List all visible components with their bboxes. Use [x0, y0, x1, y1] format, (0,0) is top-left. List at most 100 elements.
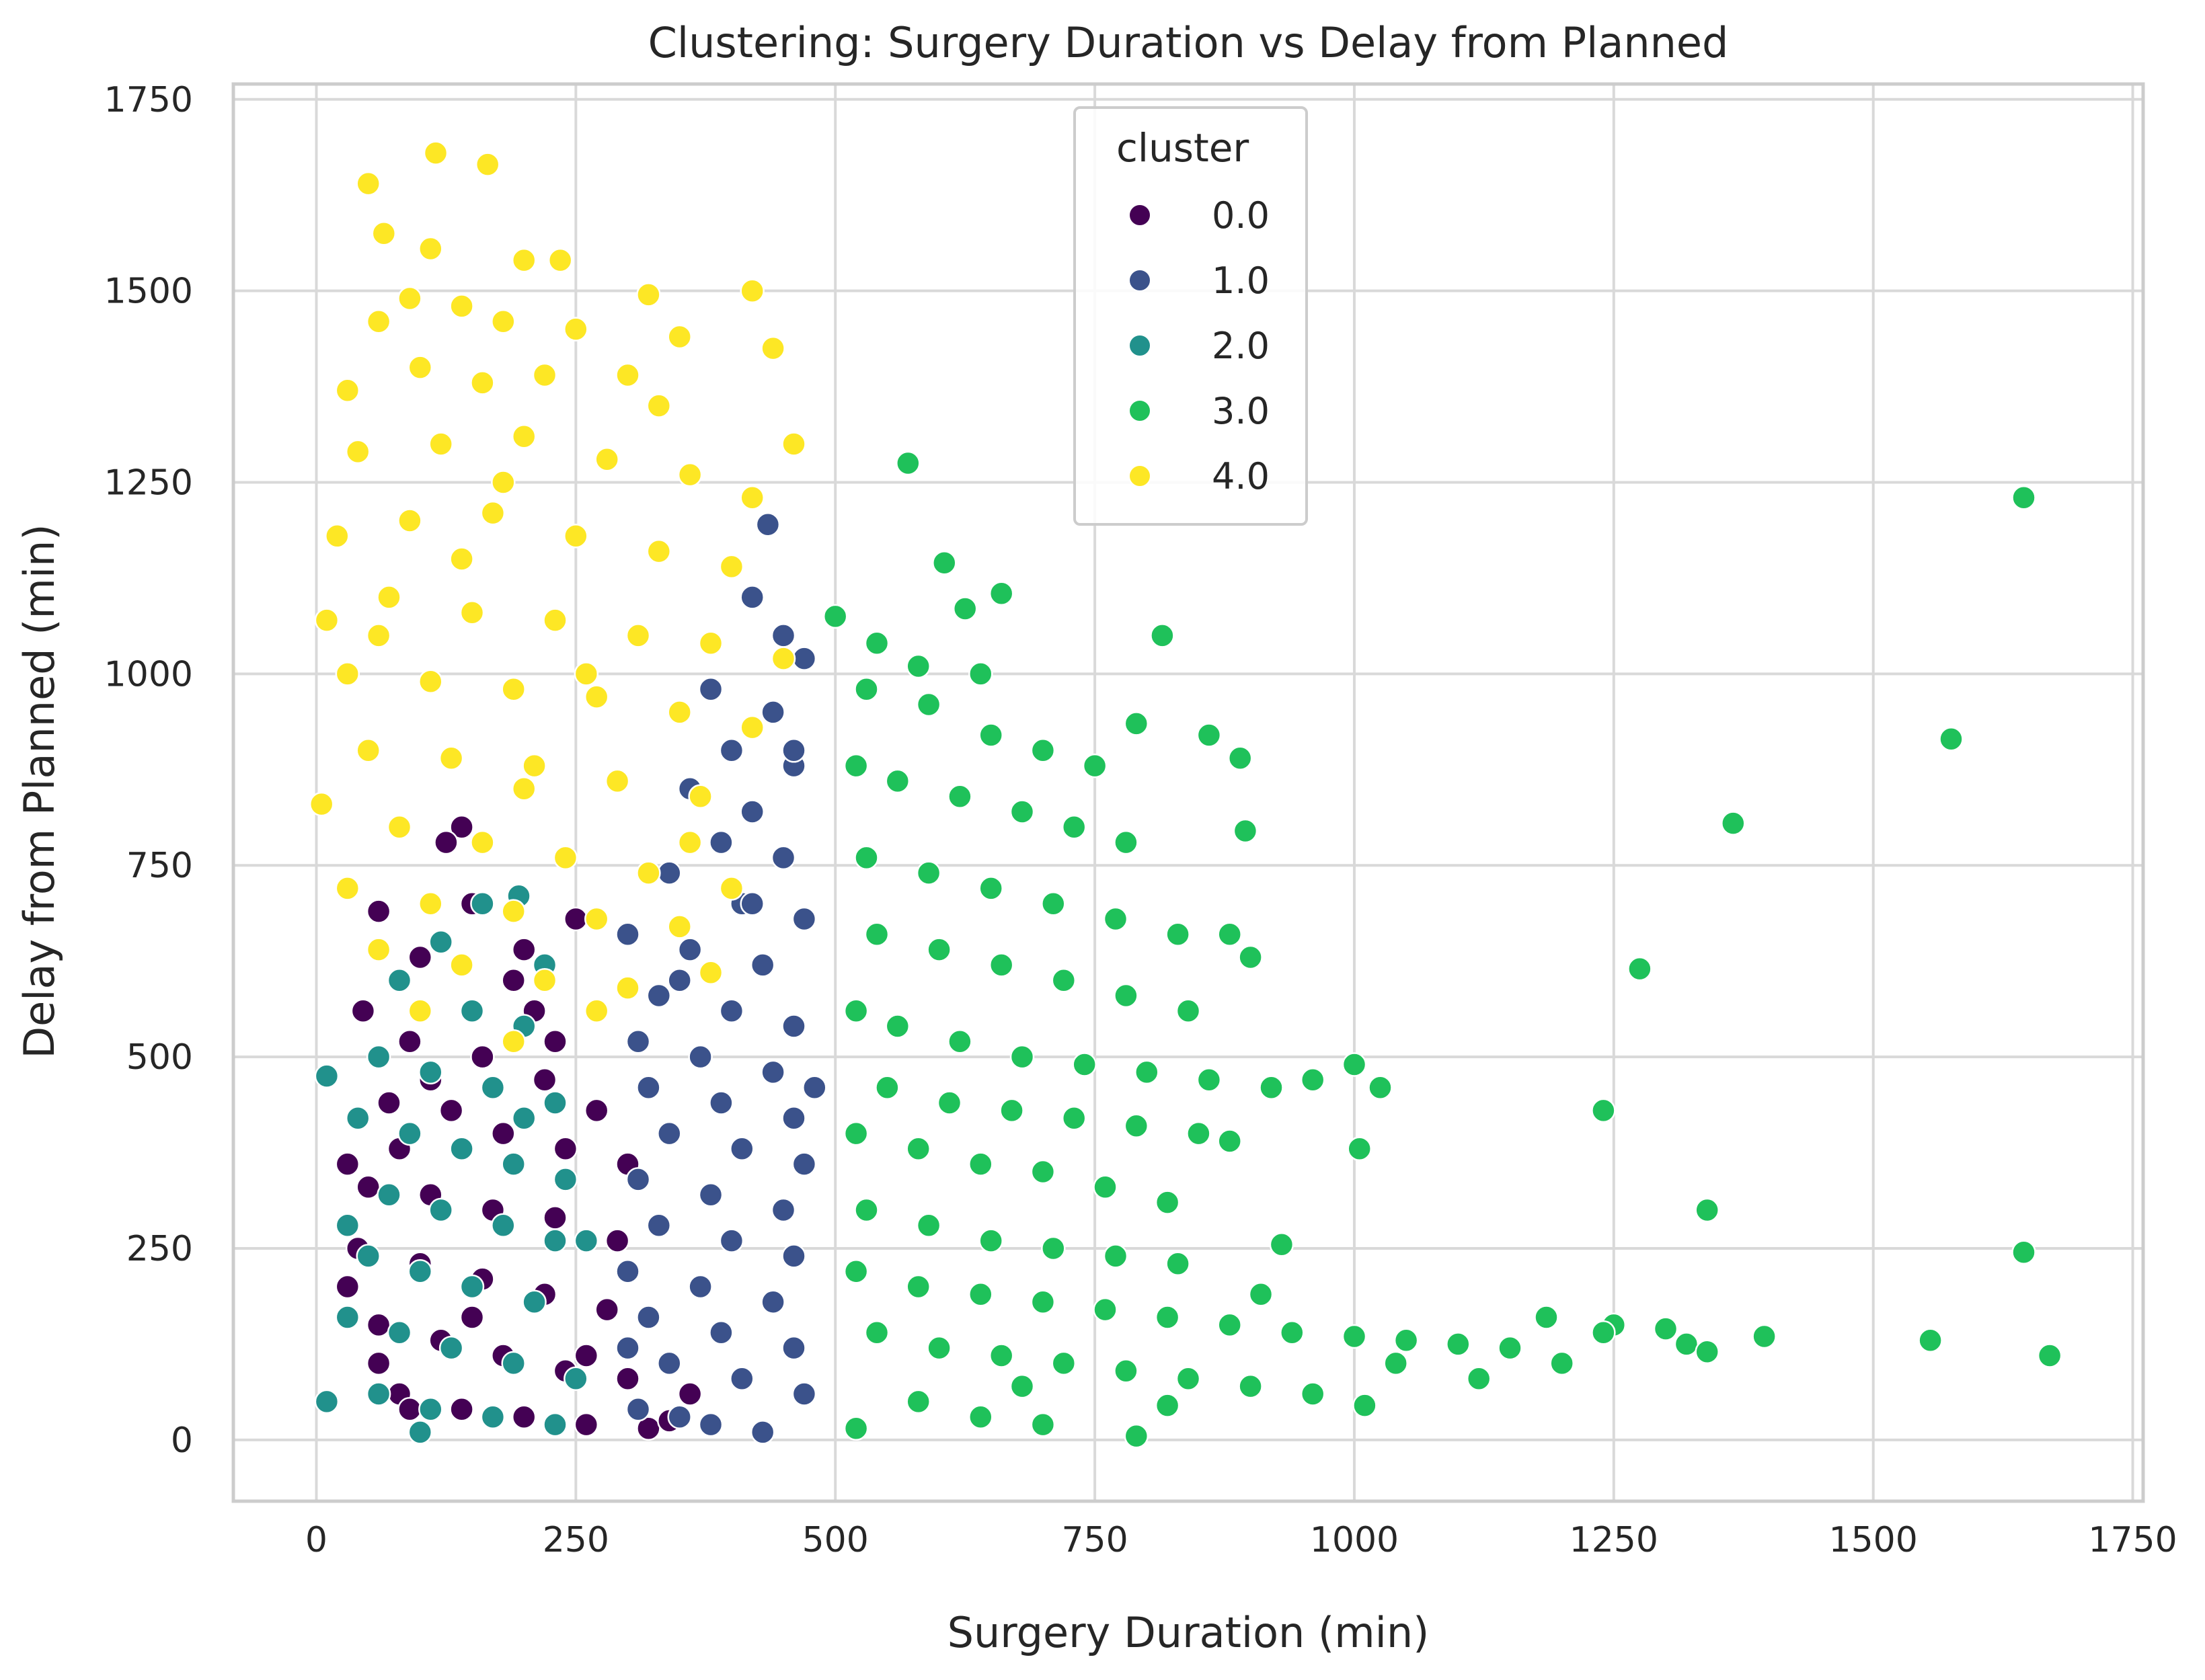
data-point-cluster-3-0	[843, 1258, 869, 1284]
data-point-cluster-1-0	[730, 1136, 755, 1162]
data-point-cluster-3-0	[2011, 485, 2036, 510]
data-point-cluster-0-0	[434, 830, 459, 855]
data-point-cluster-4-0	[771, 646, 796, 671]
data-point-cluster-4-0	[325, 524, 350, 549]
data-point-cluster-3-0	[989, 581, 1014, 606]
data-point-cluster-2-0	[366, 1382, 391, 1406]
data-point-cluster-2-0	[356, 1244, 381, 1269]
data-point-cluster-4-0	[740, 278, 765, 303]
data-point-cluster-1-0	[615, 922, 640, 947]
data-point-cluster-3-0	[1124, 1113, 1149, 1138]
data-point-cluster-3-0	[1217, 1129, 1242, 1154]
data-point-cluster-1-0	[657, 861, 682, 885]
data-point-cluster-3-0	[1030, 738, 1056, 763]
data-point-cluster-3-0	[1186, 1121, 1211, 1146]
x-tick-label: 1500	[1829, 1520, 1918, 1560]
x-tick-label: 1000	[1310, 1520, 1399, 1560]
data-point-cluster-3-0	[1093, 1297, 1118, 1322]
data-point-cluster-1-0	[740, 891, 765, 916]
y-tick-label: 0	[171, 1421, 193, 1461]
data-point-cluster-3-0	[968, 1282, 993, 1307]
points-layer	[309, 141, 2062, 1449]
data-point-cluster-3-0	[864, 631, 890, 656]
x-tick-label: 0	[305, 1520, 327, 1560]
data-point-cluster-3-0	[1030, 1412, 1056, 1437]
y-tick-label: 1250	[104, 463, 193, 504]
data-point-cluster-0-0	[511, 1404, 537, 1429]
y-axis-label: Delay from Planned (min)	[15, 524, 64, 1058]
data-point-cluster-3-0	[1103, 906, 1128, 932]
data-point-cluster-3-0	[1300, 1382, 1325, 1406]
data-point-cluster-0-0	[335, 1274, 360, 1299]
data-point-cluster-3-0	[978, 876, 1003, 901]
data-point-cluster-3-0	[1124, 711, 1149, 736]
data-point-cluster-4-0	[470, 370, 495, 395]
data-point-cluster-3-0	[1175, 1366, 1201, 1391]
data-point-cluster-4-0	[740, 485, 765, 510]
data-point-cluster-4-0	[366, 309, 391, 334]
data-point-cluster-4-0	[761, 335, 785, 361]
data-point-cluster-3-0	[1653, 1316, 1678, 1341]
data-point-cluster-4-0	[646, 393, 672, 418]
data-point-cluster-3-0	[1498, 1335, 1522, 1361]
data-point-cluster-1-0	[771, 845, 796, 871]
ticks-layer: 0 250 500 750 1000 1250 1500 1750 0 250 500 750 1000…	[104, 80, 2177, 1560]
data-point-cluster-4-0	[335, 662, 360, 686]
data-point-cluster-4-0	[438, 746, 464, 770]
data-point-cluster-3-0	[1196, 723, 1222, 748]
data-point-cluster-2-0	[564, 1366, 588, 1391]
data-point-cluster-4-0	[688, 784, 713, 809]
legend-marker	[1128, 269, 1151, 292]
data-point-cluster-1-0	[750, 1420, 775, 1445]
data-point-cluster-4-0	[309, 791, 334, 817]
data-point-cluster-3-0	[1352, 1393, 1377, 1418]
data-point-cluster-3-0	[1534, 1305, 1559, 1330]
chart-title: Clustering: Surgery Duration vs Delay fr…	[648, 18, 1729, 67]
data-point-cluster-4-0	[698, 631, 724, 656]
data-point-cluster-3-0	[1041, 1236, 1066, 1261]
data-point-cluster-2-0	[501, 1152, 526, 1176]
data-point-cluster-3-0	[1721, 811, 1746, 836]
data-point-cluster-4-0	[522, 753, 547, 778]
data-point-cluster-0-0	[438, 1098, 464, 1123]
data-point-cluster-2-0	[543, 1412, 568, 1437]
data-point-cluster-4-0	[584, 684, 609, 709]
data-point-cluster-0-0	[543, 1029, 568, 1054]
data-point-cluster-1-0	[709, 830, 734, 855]
data-point-cluster-2-0	[314, 1064, 340, 1088]
data-point-cluster-1-0	[625, 1167, 651, 1192]
x-tick-label: 1750	[2088, 1520, 2177, 1560]
data-point-cluster-3-0	[1627, 956, 1652, 982]
data-point-cluster-1-0	[709, 1320, 734, 1345]
data-point-cluster-1-0	[688, 1044, 713, 1070]
data-point-cluster-1-0	[802, 1075, 827, 1100]
data-point-cluster-1-0	[791, 1152, 817, 1176]
data-point-cluster-0-0	[459, 1305, 485, 1330]
data-point-cluster-3-0	[1030, 1159, 1056, 1185]
data-point-cluster-3-0	[1368, 1075, 1393, 1100]
data-point-cluster-4-0	[625, 623, 651, 648]
data-point-cluster-4-0	[532, 362, 557, 388]
data-point-cluster-2-0	[449, 1136, 474, 1162]
data-point-cluster-4-0	[418, 236, 443, 262]
data-point-cluster-4-0	[646, 538, 672, 564]
data-point-cluster-3-0	[906, 1389, 931, 1414]
data-point-cluster-1-0	[636, 1305, 661, 1330]
data-point-cluster-4-0	[605, 768, 630, 794]
data-point-cluster-4-0	[314, 608, 340, 633]
data-point-cluster-0-0	[377, 1090, 401, 1115]
legend-label: 4.0	[1212, 455, 1270, 497]
data-point-cluster-3-0	[843, 753, 869, 778]
data-point-cluster-3-0	[1300, 1068, 1325, 1092]
data-point-cluster-3-0	[1238, 1373, 1263, 1399]
y-tick-label: 250	[126, 1229, 193, 1269]
data-point-cluster-4-0	[594, 447, 619, 472]
data-point-cluster-3-0	[927, 937, 952, 962]
data-point-cluster-1-0	[677, 937, 703, 962]
data-point-cluster-4-0	[501, 676, 526, 702]
data-point-cluster-4-0	[387, 815, 412, 840]
data-point-cluster-4-0	[511, 424, 537, 449]
data-point-cluster-3-0	[978, 1228, 1003, 1253]
data-point-cluster-4-0	[564, 524, 588, 549]
